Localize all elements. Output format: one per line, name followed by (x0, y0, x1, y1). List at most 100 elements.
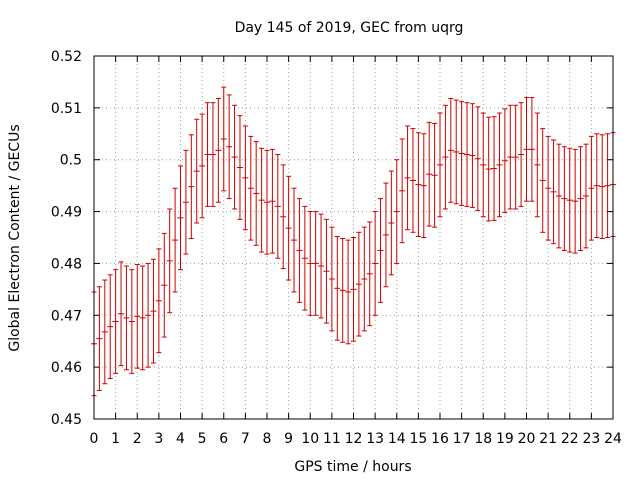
data-point (382, 182, 389, 288)
data-point (599, 134, 606, 240)
data-point (474, 106, 481, 212)
x-tick-label: 24 (604, 431, 622, 447)
data-point (523, 96, 530, 202)
data-point (145, 262, 152, 368)
y-tick-label: 0.46 (51, 360, 82, 376)
y-tick-label: 0.45 (51, 412, 82, 428)
y-tick-label: 0.47 (51, 308, 82, 324)
data-point (264, 149, 270, 255)
data-point (453, 99, 460, 205)
data-point (355, 231, 362, 337)
data-point (231, 104, 238, 210)
data-point (496, 112, 503, 218)
data-point (334, 235, 341, 341)
data-point (447, 98, 454, 203)
x-tick-label: 6 (219, 431, 228, 447)
data-point (361, 226, 368, 332)
data-point (593, 133, 600, 238)
x-tick-label: 15 (409, 431, 427, 447)
data-point (604, 133, 611, 238)
x-tick-label: 16 (431, 431, 449, 447)
y-tick-label: 0.51 (51, 101, 82, 117)
x-tick-label: 22 (561, 431, 579, 447)
chart-title: Day 145 of 2019, GEC from uqrg (235, 20, 464, 36)
data-point (566, 147, 573, 253)
data-point (577, 146, 584, 251)
data-point (101, 279, 108, 385)
data-point (545, 135, 552, 241)
data-point (150, 258, 157, 364)
data-point (399, 138, 406, 244)
data-point (280, 164, 287, 270)
data-point (442, 104, 449, 210)
x-tick-label: 5 (198, 431, 207, 447)
data-point (501, 108, 508, 214)
data-point (96, 286, 103, 391)
data-point (572, 148, 579, 254)
data-point (166, 208, 173, 314)
data-point (588, 135, 595, 241)
data-point (307, 211, 314, 316)
data-point (285, 175, 292, 281)
data-point (182, 149, 189, 255)
y-tick-label: 0.48 (51, 256, 82, 272)
data-point (220, 86, 227, 192)
data-point (404, 125, 411, 231)
x-tick-label: 23 (582, 431, 600, 447)
data-point (296, 198, 303, 303)
x-tick-label: 4 (176, 431, 185, 447)
data-point (318, 213, 325, 319)
data-point (534, 112, 541, 218)
data-point (128, 269, 135, 374)
y-tick-label: 0.52 (51, 49, 82, 65)
data-point (242, 125, 249, 231)
data-point (480, 112, 487, 218)
tick-layer: 0 1 2 3 4 5 6 7 8 9 10 11 12 13 14 15 16 17 18 19 20 21 22 23 24… (51, 49, 622, 447)
data-point (458, 101, 465, 206)
data-point (582, 143, 589, 249)
x-tick-label: 12 (345, 431, 363, 447)
data-point (269, 148, 276, 254)
data-point (323, 218, 330, 324)
x-tick-label: 8 (263, 431, 272, 447)
data-point (409, 128, 416, 233)
data-point (377, 198, 384, 303)
x-tick-label: 1 (111, 431, 120, 447)
data-point (393, 159, 400, 264)
data-point (188, 134, 195, 240)
x-tick-label: 14 (388, 431, 406, 447)
data-point (215, 98, 222, 203)
data-point (345, 239, 352, 345)
data-point (112, 269, 119, 374)
data-point (518, 102, 525, 207)
data-point (274, 154, 281, 259)
data-point (118, 261, 125, 367)
series-layer (91, 86, 616, 397)
data-point (139, 265, 146, 371)
data-point (291, 187, 298, 293)
data-point (161, 232, 168, 338)
y-tick-label: 0.5 (60, 153, 82, 169)
data-point (512, 104, 519, 210)
x-tick-label: 2 (133, 431, 142, 447)
x-tick-label: 3 (154, 431, 163, 447)
data-point (350, 237, 357, 342)
y-axis-label: Global Electron Content / GECUs (7, 124, 23, 351)
x-tick-label: 18 (474, 431, 492, 447)
data-point (177, 165, 184, 271)
data-point (107, 274, 114, 380)
x-tick-label: 10 (301, 431, 319, 447)
data-point (123, 265, 130, 371)
x-tick-label: 20 (518, 431, 536, 447)
data-point (485, 116, 492, 222)
data-point (528, 96, 535, 202)
data-point (491, 116, 498, 221)
data-point (415, 132, 422, 237)
data-point (226, 94, 233, 200)
data-point (550, 139, 557, 245)
data-point (555, 143, 562, 249)
data-point (193, 118, 200, 224)
data-point (258, 147, 265, 253)
x-axis-label: GPS time / hours (294, 459, 411, 475)
